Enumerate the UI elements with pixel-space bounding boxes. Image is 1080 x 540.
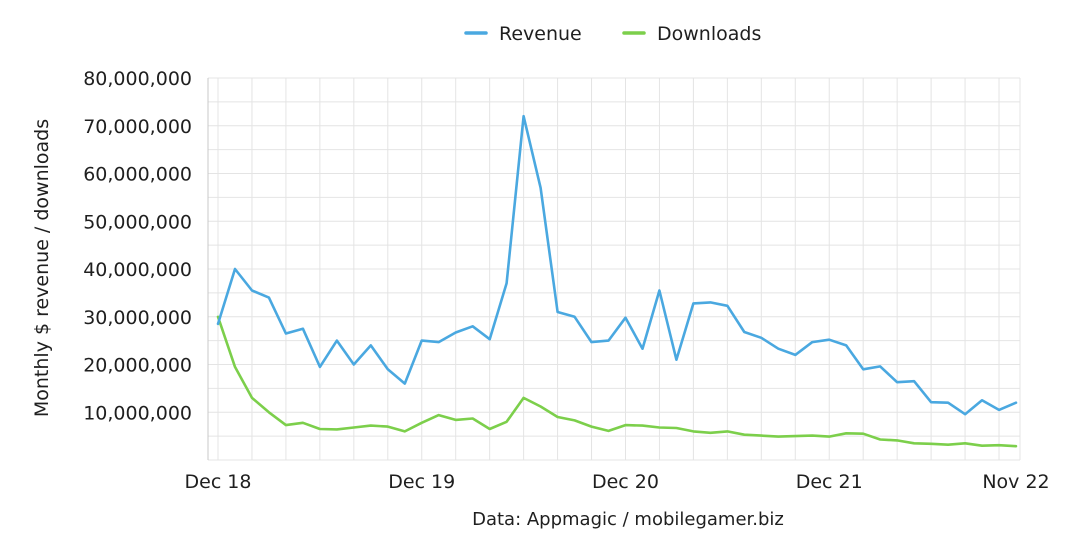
y-axis-ticks: 10,000,000 20,000,000 30,000,000 40,000,000… [83,68,192,424]
y-tick-label: 20,000,000 [83,355,192,377]
series-line-revenue [216,114,1018,416]
legend-label-revenue: Revenue [499,23,582,45]
x-tick-label: Dec 21 [796,471,863,493]
gridlines [207,77,1021,461]
y-tick-label: 60,000,000 [83,164,192,186]
y-tick-label: 30,000,000 [83,307,192,329]
series-lines [216,114,1018,448]
x-axis-ticks: Dec 18 Dec 19 Dec 20 Dec 21 Nov 22 [185,471,1050,493]
legend-label-downloads: Downloads [657,23,761,45]
x-tick-label: Dec 20 [592,471,659,493]
x-tick-label: Dec 18 [185,471,252,493]
y-tick-label: 80,000,000 [83,68,192,90]
y-tick-label: 50,000,000 [83,211,192,233]
x-tick-label: Dec 19 [388,471,455,493]
y-tick-label: 70,000,000 [83,116,192,138]
source-credit: Data: Appmagic / mobilegamer.biz [472,509,784,530]
series-line-downloads [216,315,1018,448]
legend: Revenue Downloads [464,23,761,45]
x-tick-label: Nov 22 [982,471,1049,493]
y-tick-label: 40,000,000 [83,259,192,281]
y-tick-label: 10,000,000 [83,402,192,424]
y-axis-title: Monthly $ revenue / downloads [31,119,53,417]
